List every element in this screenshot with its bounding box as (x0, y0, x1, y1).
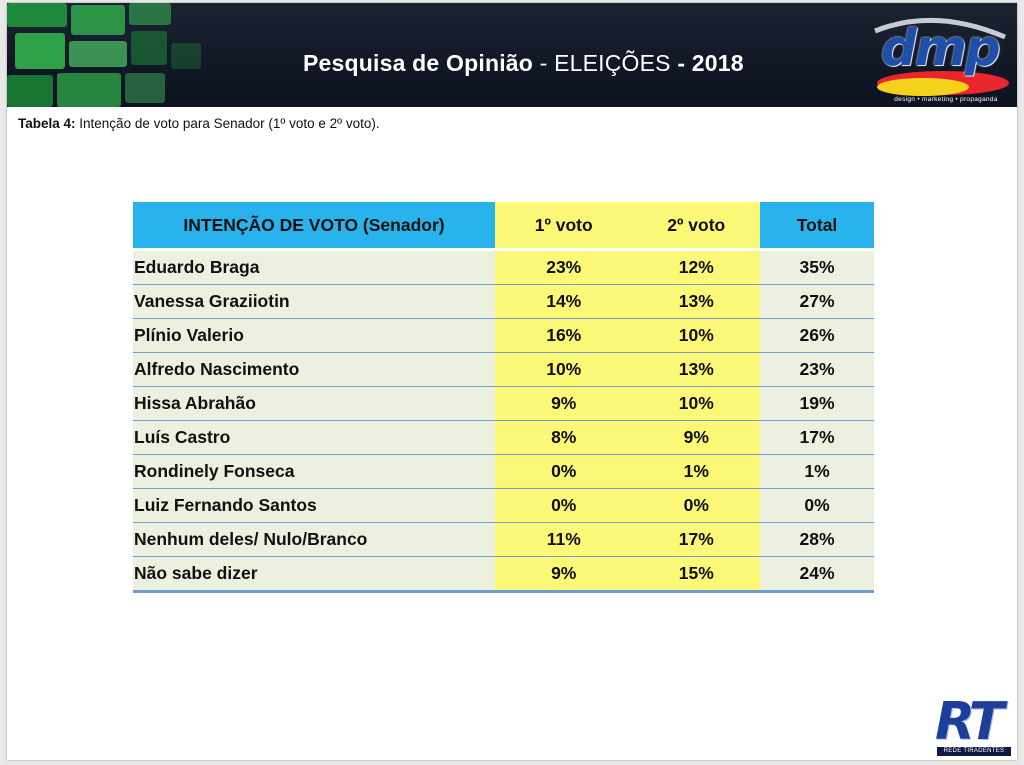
candidate-name: Plínio Valerio (133, 318, 495, 353)
total-value: 28% (760, 522, 874, 557)
first-vote-value: 9% (495, 556, 633, 593)
total-value: 0% (760, 488, 874, 523)
title-main: Pesquisa de Opinião (303, 50, 534, 76)
first-vote-value: 14% (495, 284, 633, 319)
header-candidate: INTENÇÃO DE VOTO (Senador) (133, 202, 495, 251)
table-row: Hissa Abrahão 9% 10% 19% (133, 386, 874, 421)
candidate-name: Alfredo Nascimento (133, 352, 495, 387)
second-vote-value: 0% (632, 488, 761, 523)
candidate-name: Eduardo Braga (133, 249, 495, 285)
logo-wordmark: dmp (881, 19, 1001, 77)
first-vote-value: 8% (495, 420, 633, 455)
first-vote-value: 9% (495, 386, 633, 421)
first-vote-value: 10% (495, 352, 633, 387)
first-vote-value: 0% (495, 488, 633, 523)
title-separator: - (533, 50, 555, 76)
first-vote-value: 0% (495, 454, 633, 489)
total-value: 24% (760, 556, 874, 593)
second-vote-value: 12% (632, 249, 761, 285)
second-vote-value: 1% (632, 454, 761, 489)
total-value: 27% (760, 284, 874, 319)
caption-label: Tabela 4: (18, 116, 76, 131)
candidate-name: Luiz Fernando Santos (133, 488, 495, 523)
table-header-row: INTENÇÃO DE VOTO (Senador) 1º voto 2º vo… (133, 202, 874, 251)
title-event: ELEIÇÕES (554, 50, 671, 76)
table-row: Luís Castro 8% 9% 17% (133, 420, 874, 455)
second-vote-value: 10% (632, 318, 761, 353)
title-separator-2: - (670, 50, 692, 76)
second-vote-value: 17% (632, 522, 761, 557)
second-vote-value: 15% (632, 556, 761, 593)
table-row: Plínio Valerio 16% 10% 26% (133, 318, 874, 353)
vote-intention-table: INTENÇÃO DE VOTO (Senador) 1º voto 2º vo… (133, 202, 874, 593)
total-value: 17% (760, 420, 874, 455)
first-vote-value: 11% (495, 522, 633, 557)
title-year: 2018 (691, 50, 744, 76)
header-first-vote: 1º voto (495, 202, 633, 251)
second-vote-value: 13% (632, 352, 761, 387)
table-row: Não sabe dizer 9% 15% 24% (133, 556, 874, 593)
second-vote-value: 13% (632, 284, 761, 319)
total-value: 19% (760, 386, 874, 421)
candidate-name: Nenhum deles/ Nulo/Branco (133, 522, 495, 557)
table-row: Rondinely Fonseca 0% 1% 1% (133, 454, 874, 489)
candidate-name: Hissa Abrahão (133, 386, 495, 421)
logo-tagline: design • marketing • propaganda (894, 96, 998, 103)
candidate-name: Não sabe dizer (133, 556, 495, 593)
table-row: Eduardo Braga 23% 12% 35% (133, 249, 874, 285)
first-vote-value: 16% (495, 318, 633, 353)
table-row: Vanessa Graziiotin 14% 13% 27% (133, 284, 874, 319)
decorative-tiles (7, 3, 207, 107)
header-second-vote: 2º voto (632, 202, 761, 251)
candidate-name: Vanessa Graziiotin (133, 284, 495, 319)
table-caption: Tabela 4: Intenção de voto para Senador … (18, 116, 380, 131)
total-value: 26% (760, 318, 874, 353)
table-row: Alfredo Nascimento 10% 13% 23% (133, 352, 874, 387)
second-vote-value: 10% (632, 386, 761, 421)
total-value: 23% (760, 352, 874, 387)
header-total: Total (760, 202, 874, 251)
rt-logo-letters: RT (935, 692, 1004, 752)
total-value: 1% (760, 454, 874, 489)
rede-tiradentes-logo: RT REDE TIRADENTES (933, 692, 1015, 758)
candidate-name: Rondinely Fonseca (133, 454, 495, 489)
page-title: Pesquisa de Opinião - ELEIÇÕES - 2018 (303, 50, 744, 77)
second-vote-value: 9% (632, 420, 761, 455)
candidate-name: Luís Castro (133, 420, 495, 455)
table-row: Luiz Fernando Santos 0% 0% 0% (133, 488, 874, 523)
rt-logo-tagline: REDE TIRADENTES (937, 747, 1011, 756)
dmp-logo: dmp design • marketing • propaganda (865, 13, 1013, 105)
caption-text: Intenção de voto para Senador (1º voto e… (75, 116, 380, 131)
first-vote-value: 23% (495, 249, 633, 285)
table-row: Nenhum deles/ Nulo/Branco 11% 17% 28% (133, 522, 874, 557)
document-page: Pesquisa de Opinião - ELEIÇÕES - 2018 dm… (7, 3, 1017, 760)
header-banner: Pesquisa de Opinião - ELEIÇÕES - 2018 dm… (7, 3, 1017, 107)
dmp-swoosh-icon (874, 17, 1009, 96)
total-value: 35% (760, 249, 874, 285)
